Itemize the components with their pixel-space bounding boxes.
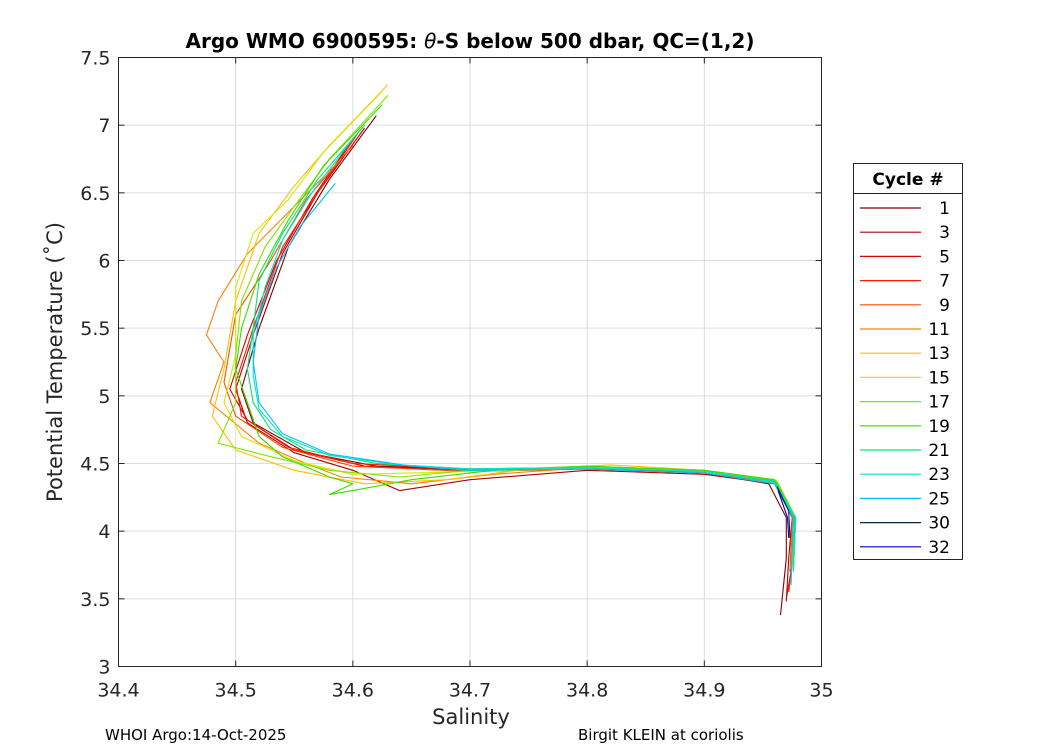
chart-title-prefix: Argo WMO 6900595: xyxy=(186,29,425,53)
y-axis-ticks: 3 3.5 4 4.5 5 5.5 6 6.5 7 7.5 xyxy=(80,48,822,679)
x-tick-label: 34.8 xyxy=(566,680,608,702)
legend-label-cycle-30: 30 xyxy=(928,514,950,534)
chart-title-suffix: -S below 500 dbar, QC=(1,2) xyxy=(436,29,754,53)
legend-label-cycle-32: 32 xyxy=(928,538,950,558)
series-line-cycle-23 xyxy=(252,138,797,572)
chart-title-theta: θ xyxy=(424,29,436,53)
footer-left: WHOI Argo:14-Oct-2025 xyxy=(105,726,287,744)
legend-label-cycle-11: 11 xyxy=(928,320,950,340)
legend-label-cycle-3: 3 xyxy=(939,223,950,243)
series-line-cycle-25 xyxy=(252,183,794,586)
y-tick-label: 3.5 xyxy=(80,589,110,611)
y-tick-label: 5 xyxy=(98,386,110,408)
y-tick-label: 4 xyxy=(98,521,110,543)
series-line-cycle-19 xyxy=(235,104,797,570)
x-tick-label: 34.7 xyxy=(449,680,491,702)
legend-label-cycle-1: 1 xyxy=(939,199,950,219)
legend-label-cycle-25: 25 xyxy=(928,489,950,509)
y-tick-label: 7 xyxy=(98,115,110,137)
legend-title: Cycle # xyxy=(872,170,943,190)
y-tick-label: 7.5 xyxy=(80,48,110,70)
y-tick-label: 3 xyxy=(98,657,110,679)
legend-label-cycle-23: 23 xyxy=(928,465,950,485)
series-lines xyxy=(205,84,797,616)
legend-label-cycle-9: 9 xyxy=(939,296,950,316)
footer-right: Birgit KLEIN at coriolis xyxy=(578,726,744,744)
legend-label-cycle-5: 5 xyxy=(939,247,950,267)
y-tick-label: 6 xyxy=(98,251,110,273)
series-line-cycle-30 xyxy=(776,486,791,538)
legend-label-cycle-19: 19 xyxy=(928,417,950,437)
y-tick-label: 4.5 xyxy=(80,454,110,476)
series-line-cycle-32 xyxy=(777,490,790,538)
x-tick-label: 34.5 xyxy=(215,680,257,702)
x-tick-label: 34.4 xyxy=(97,680,139,702)
y-axis-label: Potential Temperature (˚C) xyxy=(43,222,67,502)
legend-label-cycle-21: 21 xyxy=(928,441,950,461)
legend-label-cycle-15: 15 xyxy=(928,368,950,388)
x-axis-label: Salinity xyxy=(432,705,510,729)
legend-label-cycle-13: 13 xyxy=(928,344,950,364)
chart-title: Argo WMO 6900595: θ-S below 500 dbar, QC… xyxy=(186,29,755,53)
x-tick-label: 34.9 xyxy=(683,680,725,702)
series-line-cycle-21 xyxy=(246,124,796,566)
x-axis-ticks: 34.4 34.5 34.6 34.7 34.8 34.9 35 xyxy=(97,57,834,702)
y-tick-label: 5.5 xyxy=(80,318,110,340)
legend-box xyxy=(853,163,963,560)
x-tick-label: 35 xyxy=(809,680,833,702)
legend-label-cycle-7: 7 xyxy=(939,272,950,292)
y-tick-label: 6.5 xyxy=(80,183,110,205)
x-tick-label: 34.6 xyxy=(332,680,374,702)
legend-label-cycle-17: 17 xyxy=(928,393,950,413)
